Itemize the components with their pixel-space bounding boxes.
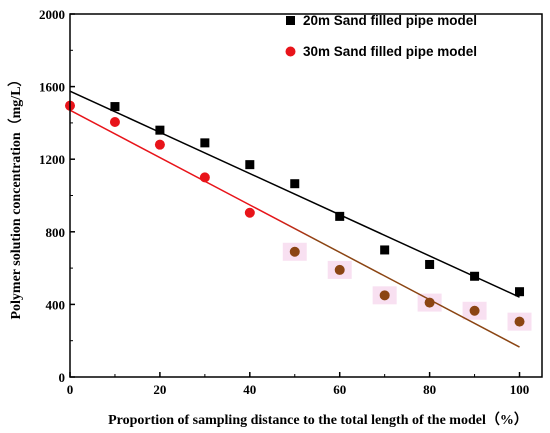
data-point-30m xyxy=(199,172,210,183)
y-tick-label: 1600 xyxy=(39,80,65,95)
data-point-20m xyxy=(110,102,120,112)
x-tick-label: 40 xyxy=(243,382,256,397)
legend: 20m Sand filled pipe model 30m Sand fill… xyxy=(285,13,477,59)
legend-label-30m: 30m Sand filled pipe model xyxy=(303,44,477,59)
x-tick-label: 80 xyxy=(423,382,436,397)
data-point-30m xyxy=(244,207,255,218)
data-point-20m xyxy=(245,160,255,170)
x-tick-label: 100 xyxy=(510,382,530,397)
y-tick-label: 1200 xyxy=(39,152,65,167)
data-point-20m xyxy=(290,179,300,189)
fit-line-20m xyxy=(69,90,520,298)
x-axis-title: Proportion of sampling distance to the t… xyxy=(108,412,528,428)
data-point-30m xyxy=(379,290,390,301)
data-point-20m xyxy=(470,271,480,281)
data-point-30m xyxy=(514,316,525,327)
data-point-20m xyxy=(155,125,165,135)
fit-line-30m xyxy=(69,109,520,348)
data-point-30m xyxy=(154,139,165,150)
y-tick-label: 400 xyxy=(46,297,66,312)
x-tick-label: 0 xyxy=(67,382,74,397)
legend-marker-20m xyxy=(286,16,295,25)
legend-marker-30m xyxy=(285,46,296,57)
y-tick-label: 800 xyxy=(46,225,66,240)
data-point-30m xyxy=(289,246,300,257)
data-point-30m xyxy=(469,305,480,316)
highlight-layer xyxy=(282,242,532,331)
data-point-20m xyxy=(200,138,210,148)
data-point-20m xyxy=(515,287,525,297)
data-point-20m xyxy=(335,211,345,221)
y-tick-label: 2000 xyxy=(39,7,65,22)
y-axis-title: Polymer solution concentration（mg/L） xyxy=(8,72,24,319)
data-point-20m xyxy=(380,245,390,255)
data-point-20m xyxy=(425,259,435,269)
axes xyxy=(69,13,543,378)
data-point-30m xyxy=(334,264,345,275)
x-tick-label: 60 xyxy=(333,382,346,397)
fit-lines xyxy=(69,90,520,348)
y-tick-label: 0 xyxy=(59,370,66,385)
x-tick-label: 20 xyxy=(153,382,166,397)
legend-label-20m: 20m Sand filled pipe model xyxy=(303,13,477,28)
tick-labels: 0 20 40 60 80 100 0 400 800 1200 1600 2000 xyxy=(39,7,529,397)
data-point-30m xyxy=(109,116,120,127)
data-points xyxy=(65,100,525,327)
data-point-30m xyxy=(424,297,435,308)
plot-frame xyxy=(69,13,543,378)
